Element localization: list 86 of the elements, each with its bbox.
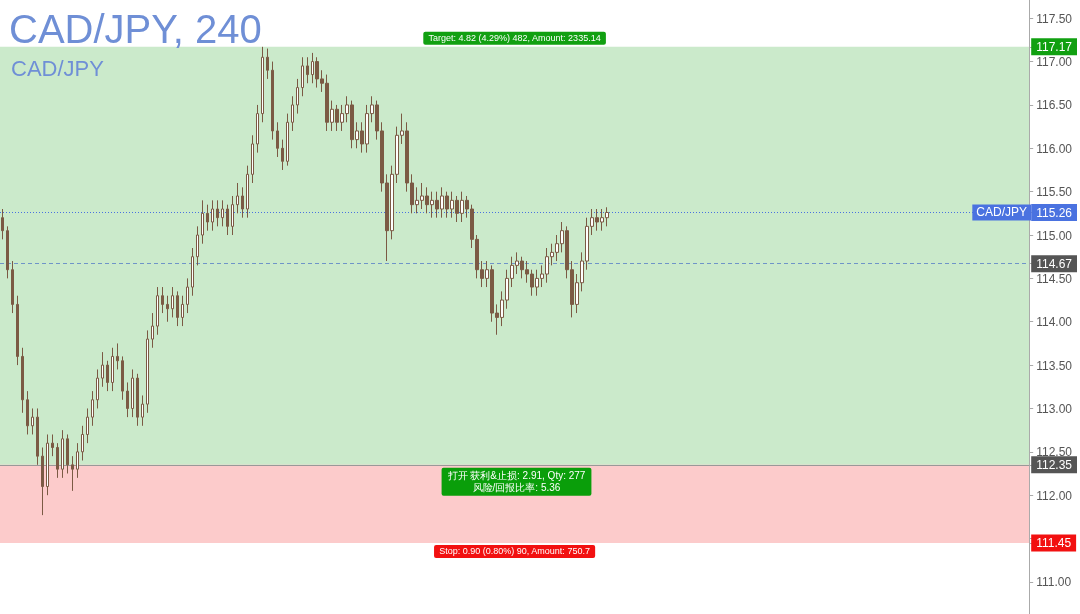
- candlestick: [121, 355, 124, 401]
- chart-title: CAD/JPY, 240: [9, 7, 262, 51]
- y-tick-label: 112.00: [1036, 488, 1073, 503]
- y-tick-label: 115.50: [1036, 185, 1073, 200]
- candlestick: [266, 48, 269, 80]
- candlestick: [96, 368, 99, 409]
- candlestick: [306, 56, 309, 84]
- candlestick: [66, 433, 69, 475]
- y-tick-label: 113.50: [1036, 358, 1073, 373]
- candlestick: [76, 442, 79, 479]
- y-tick-label: 111.45: [1036, 536, 1072, 551]
- candlestick: [236, 182, 239, 214]
- candlestick: [116, 342, 119, 370]
- candlestick: [56, 442, 59, 479]
- candlestick: [11, 260, 14, 314]
- ref-line-label: CAD/JPY: [976, 205, 1027, 220]
- candlestick: [1, 208, 4, 240]
- candlestick: [166, 295, 169, 323]
- y-tick-label: 115.26: [1036, 205, 1073, 220]
- candlestick: [101, 351, 104, 388]
- candlestick: [146, 329, 149, 414]
- candlestick: [71, 455, 74, 492]
- candlestick: [111, 347, 114, 392]
- y-tick-label: 114.50: [1036, 271, 1073, 286]
- band-label: Stop: 0.90 (0.80%) 90, Amount: 750.7: [439, 546, 590, 557]
- candlestick: [261, 46, 264, 123]
- candlestick: [281, 139, 284, 171]
- candlestick: [6, 225, 9, 279]
- candlestick: [196, 225, 199, 266]
- y-tick-label: 114.00: [1036, 315, 1073, 330]
- candlestick: [61, 429, 64, 479]
- candlestick: [296, 78, 299, 115]
- candlestick: [86, 407, 89, 444]
- y-tick-label: 115.00: [1036, 228, 1073, 243]
- y-tick-label: 117.00: [1036, 55, 1073, 70]
- candlestick: [271, 61, 274, 141]
- candlestick: [251, 134, 254, 184]
- candlestick: [231, 195, 234, 236]
- band-label: Target: 4.82 (4.29%) 482, Amount: 2335.14: [428, 33, 601, 44]
- candlestick: [136, 373, 139, 427]
- candlestick: [41, 446, 44, 516]
- candlestick: [81, 425, 84, 461]
- candlestick: [186, 277, 189, 314]
- candlestick: [216, 199, 219, 227]
- candlestick: [141, 394, 144, 427]
- y-tick-label: 112.35: [1036, 458, 1073, 473]
- candlestick: [191, 247, 194, 297]
- candlestick: [286, 113, 289, 167]
- candlestick: [161, 286, 164, 314]
- candlestick: [16, 295, 19, 366]
- y-tick-label: 116.00: [1036, 141, 1073, 156]
- candlestick: [256, 104, 259, 154]
- candlestick: [21, 347, 24, 414]
- candlestick: [276, 121, 279, 158]
- candlestick: [36, 407, 39, 466]
- candlestick: [206, 204, 209, 232]
- candlestick: [31, 407, 34, 435]
- candlestick: [131, 368, 134, 418]
- candlestick: [301, 56, 304, 97]
- y-tick-label: 112.50: [1036, 445, 1073, 460]
- annotation: 打开 获利&止损: 2.91, Qty: 277 风险/回报比率: 5.36: [446, 470, 586, 494]
- candlestick: [171, 286, 174, 318]
- candlestick: [46, 433, 49, 496]
- candlestick: [246, 165, 249, 219]
- candlestick: [51, 433, 54, 457]
- candlestick: [241, 186, 244, 219]
- y-tick-label: 117.17: [1036, 40, 1073, 55]
- candlestick: [91, 390, 94, 427]
- y-tick-label: 116.50: [1036, 98, 1073, 113]
- y-tick-label: 113.00: [1036, 401, 1073, 416]
- candlestick: [201, 199, 204, 245]
- candlestick: [126, 381, 129, 418]
- candlestick: [226, 204, 229, 236]
- candlestick: [106, 360, 109, 392]
- candlestick: [176, 290, 179, 327]
- candlestick: [291, 95, 294, 132]
- candlestick: [181, 295, 184, 327]
- y-tick-label: 111.00: [1036, 575, 1072, 590]
- candlestick: [156, 286, 159, 336]
- y-tick-label: 114.67: [1036, 257, 1073, 272]
- candlestick: [26, 390, 29, 435]
- candlestick: [151, 312, 154, 349]
- text: CAD/JPY: [11, 55, 105, 81]
- candlestick: [221, 199, 224, 227]
- y-tick-label: 117.50: [1036, 11, 1073, 26]
- candlestick: [211, 199, 214, 232]
